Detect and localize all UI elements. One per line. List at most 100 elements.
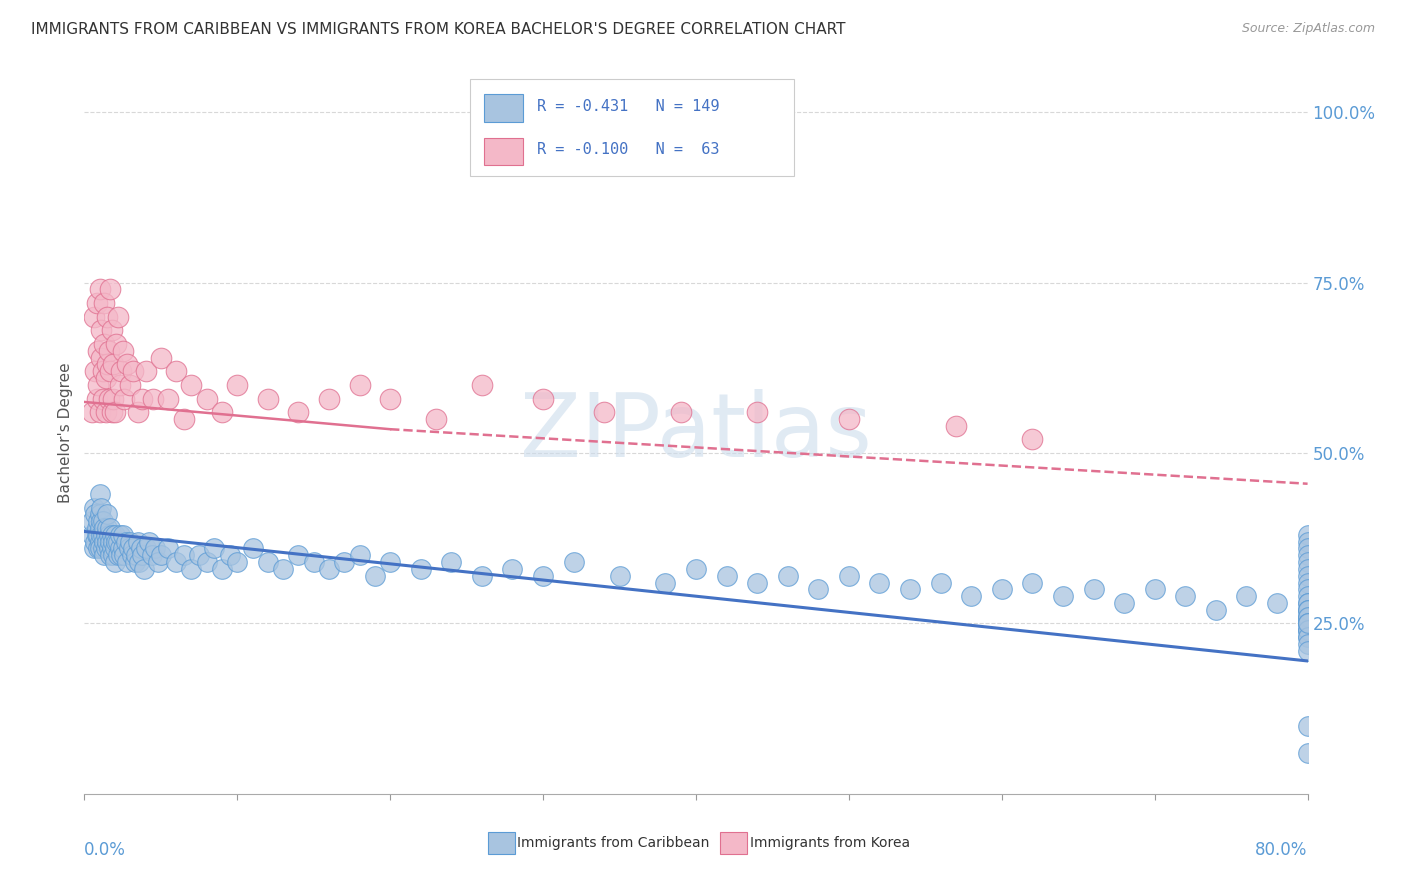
- Point: [409, 562, 432, 576]
- Point: [91, 541, 114, 556]
- Point: [96, 310, 118, 324]
- Point: [96, 358, 118, 372]
- Point: [127, 405, 149, 419]
- Point: [685, 562, 707, 576]
- Point: [257, 392, 280, 406]
- Point: [211, 562, 233, 576]
- Point: [471, 568, 494, 582]
- Point: [1296, 534, 1319, 549]
- Point: [98, 534, 121, 549]
- Point: [128, 555, 150, 569]
- Point: [97, 528, 120, 542]
- Point: [380, 392, 402, 406]
- Point: [226, 555, 249, 569]
- FancyBboxPatch shape: [484, 95, 523, 122]
- Point: [1296, 555, 1319, 569]
- Point: [86, 296, 108, 310]
- Point: [111, 541, 134, 556]
- Point: [609, 568, 631, 582]
- Point: [838, 412, 860, 426]
- Point: [271, 562, 294, 576]
- Point: [93, 521, 115, 535]
- Point: [211, 405, 233, 419]
- Point: [125, 549, 148, 563]
- Point: [218, 549, 240, 563]
- Point: [103, 534, 125, 549]
- Point: [112, 392, 135, 406]
- Point: [90, 528, 112, 542]
- Point: [107, 310, 129, 324]
- Point: [89, 534, 111, 549]
- Point: [1021, 433, 1043, 447]
- Point: [101, 541, 124, 556]
- Point: [89, 521, 111, 535]
- Point: [98, 549, 121, 563]
- Point: [1296, 589, 1319, 603]
- Point: [593, 405, 616, 419]
- Point: [83, 500, 105, 515]
- Point: [107, 534, 129, 549]
- Point: [91, 528, 114, 542]
- Point: [118, 541, 141, 556]
- Point: [91, 392, 114, 406]
- Point: [1296, 603, 1319, 617]
- Point: [86, 392, 108, 406]
- Point: [1296, 603, 1319, 617]
- Point: [121, 549, 143, 563]
- Point: [93, 296, 115, 310]
- Point: [149, 549, 172, 563]
- Point: [98, 364, 121, 378]
- Point: [101, 528, 124, 542]
- Point: [84, 534, 107, 549]
- Point: [89, 283, 111, 297]
- Point: [302, 555, 325, 569]
- Point: [87, 528, 110, 542]
- Point: [1021, 575, 1043, 590]
- Point: [349, 549, 371, 563]
- Point: [91, 514, 114, 528]
- Point: [157, 541, 180, 556]
- Point: [120, 378, 142, 392]
- Point: [1052, 589, 1074, 603]
- Point: [1296, 630, 1319, 644]
- Point: [87, 378, 110, 392]
- Point: [991, 582, 1014, 597]
- Point: [1296, 562, 1319, 576]
- Point: [1296, 528, 1319, 542]
- Point: [105, 534, 128, 549]
- Point: [103, 358, 125, 372]
- Point: [1296, 582, 1319, 597]
- Point: [669, 405, 692, 419]
- Point: [89, 405, 111, 419]
- Point: [146, 555, 169, 569]
- Point: [91, 364, 114, 378]
- Point: [1114, 596, 1136, 610]
- Point: [83, 310, 105, 324]
- Point: [287, 549, 309, 563]
- Point: [318, 392, 340, 406]
- Point: [108, 541, 131, 556]
- Point: [1236, 589, 1258, 603]
- Point: [349, 378, 371, 392]
- Point: [471, 378, 494, 392]
- Point: [105, 337, 128, 351]
- Point: [93, 337, 115, 351]
- Point: [180, 562, 202, 576]
- Point: [108, 528, 131, 542]
- Point: [1174, 589, 1197, 603]
- Point: [110, 364, 132, 378]
- Point: [1296, 746, 1319, 760]
- Point: [1296, 609, 1319, 624]
- Point: [122, 541, 145, 556]
- FancyBboxPatch shape: [470, 78, 794, 176]
- Point: [531, 392, 554, 406]
- Point: [1296, 616, 1319, 631]
- Point: [131, 549, 153, 563]
- Point: [1296, 624, 1319, 638]
- Point: [1296, 616, 1319, 631]
- Point: [425, 412, 447, 426]
- Point: [440, 555, 463, 569]
- Point: [1296, 541, 1319, 556]
- Point: [94, 405, 117, 419]
- Point: [120, 534, 142, 549]
